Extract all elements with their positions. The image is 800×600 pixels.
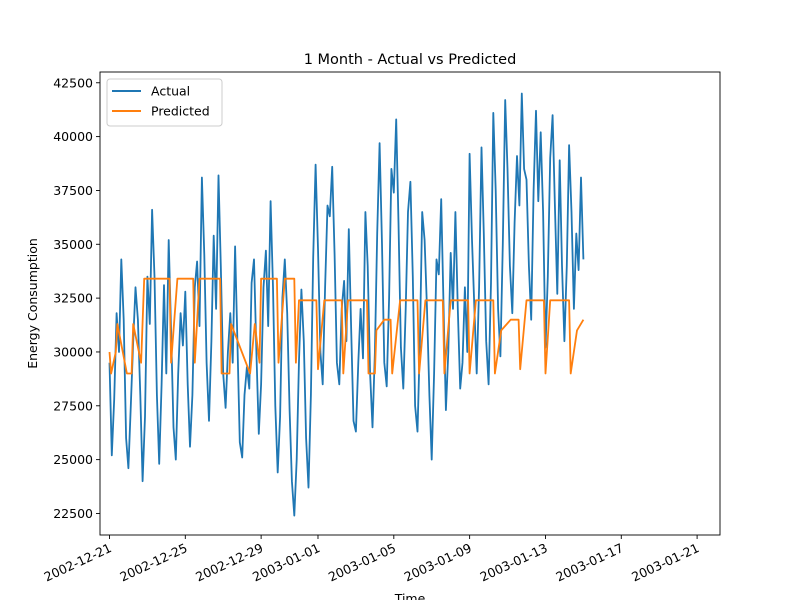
chart-title: 1 Month - Actual vs Predicted [304, 52, 517, 68]
series-layer [108, 92, 585, 517]
y-tick-label: 25000 [53, 452, 93, 467]
legend: Actual Predicted [106, 78, 223, 127]
series-line-actual [108, 92, 585, 517]
x-axis-label: Time [394, 591, 426, 600]
y-tick-label: 30000 [53, 344, 93, 359]
y-axis-label: Energy Consumption [25, 238, 40, 369]
y-tick-label: 22500 [53, 506, 93, 521]
y-tick-label: 40000 [53, 129, 93, 144]
y-tick-label: 35000 [53, 237, 93, 252]
legend-label-predicted: Predicted [151, 104, 210, 119]
plot-frame [99, 71, 721, 536]
y-tick-label: 37500 [53, 183, 93, 198]
y-tick-label: 27500 [53, 398, 93, 413]
legend-label-actual: Actual [151, 84, 190, 99]
y-tick-label: 32500 [53, 291, 93, 306]
series-line-predicted [108, 277, 585, 375]
y-tick-label: 42500 [53, 75, 93, 90]
plot-area [99, 71, 721, 536]
y-axis: 22500 25000 27500 30000 32500 35000 37500 40000… [53, 75, 100, 521]
